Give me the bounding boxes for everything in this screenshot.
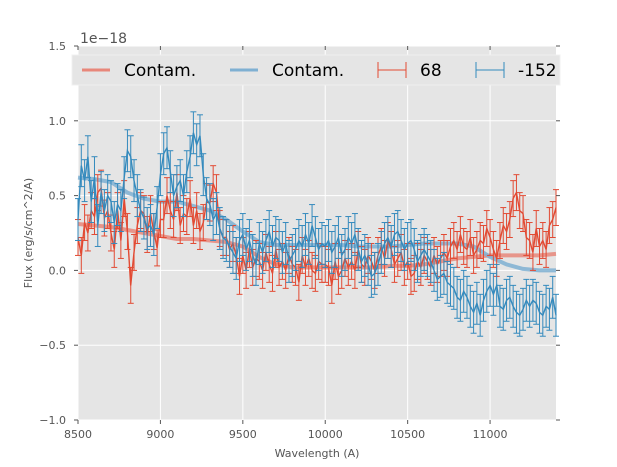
x-tick-label: 9000 (146, 428, 174, 441)
y-offset-label: 1e−18 (80, 31, 127, 47)
data-line (77, 132, 557, 317)
legend-label: Contam. (124, 61, 196, 81)
legend-label: Contam. (272, 61, 344, 81)
y-tick-label: −0.5 (39, 339, 66, 352)
x-tick-label: 11000 (473, 428, 508, 441)
legend: Contam. Contam. 68 -152 (71, 54, 561, 86)
x-tick-label: 10500 (390, 428, 425, 441)
y-tick-label: 1.0 (49, 115, 67, 128)
plot-background (78, 46, 556, 420)
x-tick-label: 9500 (229, 428, 257, 441)
y-axis-label: Flux (erg/s/cm^2/A) (22, 178, 35, 288)
errorbar-series--152 (75, 111, 559, 337)
axis-ticks: 8500 9000 9500 10000 10500 11000 −1.0 −0.5 0.0 0.… (39, 40, 560, 441)
legend-label: 68 (420, 61, 442, 81)
x-axis-label: Wavelength (A) (275, 447, 360, 460)
y-tick-label: −1.0 (39, 414, 66, 427)
y-tick-label: 0.5 (49, 190, 67, 203)
x-tick-label: 8500 (64, 428, 92, 441)
legend-item: Contam. (230, 61, 344, 81)
legend-item: -152 (475, 61, 557, 81)
y-tick-label: 1.5 (49, 40, 67, 53)
x-tick-label: 10000 (308, 428, 343, 441)
y-tick-label: 0.0 (49, 264, 67, 277)
legend-item: Contam. (82, 61, 196, 81)
legend-item: 68 (377, 61, 442, 81)
legend-label: -152 (518, 61, 557, 81)
data-line (77, 180, 557, 286)
errorbar-series (75, 111, 559, 337)
